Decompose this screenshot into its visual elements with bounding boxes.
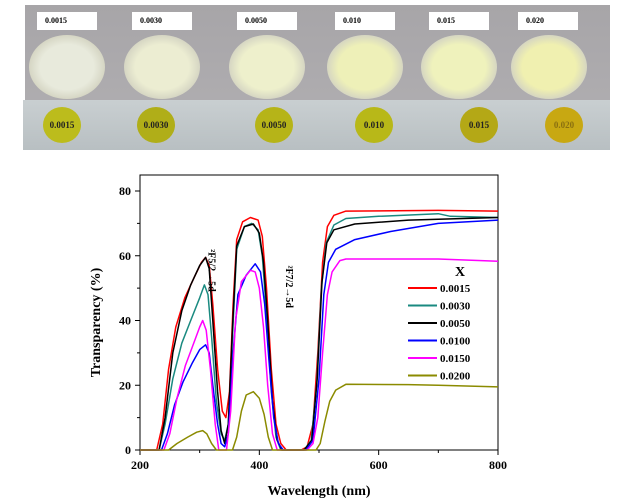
transition-annotation: ²F5/2→5d	[206, 249, 217, 292]
dish-label: 0.015	[429, 12, 489, 30]
series-line-0.0150	[140, 258, 499, 451]
y-tick-label: 20	[119, 378, 131, 392]
y-axis-label: Transparency (%)	[89, 267, 104, 377]
powder-dish	[511, 35, 587, 99]
x-tick-label: 200	[131, 458, 149, 472]
series-line-0.0030	[140, 212, 499, 451]
y-tick-label: 40	[119, 314, 131, 328]
transition-annotation: ²F7/2→5d	[283, 265, 294, 308]
film-disc: 0.015	[460, 107, 498, 143]
legend-title: X	[455, 265, 465, 280]
legend-label: 0.0200	[440, 371, 471, 383]
dish-label: 0.020	[518, 12, 578, 30]
legend-label: 0.0015	[440, 283, 471, 295]
series-line-0.0050	[140, 216, 499, 451]
series-line-0.0100	[140, 219, 499, 451]
x-axis-label: Wavelength (nm)	[267, 484, 370, 499]
film-disc: 0.0050	[255, 107, 293, 143]
legend-label: 0.0100	[440, 336, 471, 348]
y-tick-label: 80	[119, 184, 131, 198]
sample-photo: 0.0015 0.0030 0.0050 0.010 0.015 0.020 0.0015 0…	[23, 5, 610, 150]
powder-dish	[229, 35, 305, 99]
powder-dish	[421, 35, 497, 99]
x-tick-label: 400	[250, 458, 268, 472]
x-tick-label: 600	[370, 458, 388, 472]
film-disc: 0.020	[545, 107, 583, 143]
film-disc: 0.010	[355, 107, 393, 143]
powder-dish	[124, 35, 200, 99]
dish-label: 0.0015	[37, 12, 97, 30]
series-line-0.0200	[140, 383, 499, 451]
x-tick-label: 800	[489, 458, 507, 472]
legend-label: 0.0050	[440, 318, 471, 330]
dish-label: 0.010	[335, 12, 395, 30]
powder-dish	[29, 35, 105, 99]
dish-label: 0.0030	[132, 12, 192, 30]
legend-label: 0.0030	[440, 301, 471, 313]
legend-label: 0.0150	[440, 353, 471, 365]
film-disc: 0.0015	[43, 107, 81, 143]
film-strip	[23, 100, 610, 150]
y-tick-label: 60	[119, 249, 131, 263]
y-tick-label: 0	[125, 443, 131, 457]
dish-label: 0.0050	[237, 12, 297, 30]
film-disc: 0.0030	[137, 107, 175, 143]
powder-dish	[327, 35, 403, 99]
